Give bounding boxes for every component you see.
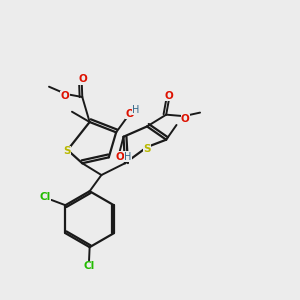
Text: H: H [133,105,140,115]
Text: H: H [124,152,132,162]
Text: S: S [63,146,70,157]
Text: O: O [61,92,70,101]
Text: S: S [143,144,151,154]
Text: O: O [79,74,88,84]
Text: O: O [126,109,135,119]
Text: O: O [181,114,190,124]
Text: Cl: Cl [40,192,51,202]
Text: Cl: Cl [83,261,95,271]
Text: O: O [116,152,124,162]
Text: O: O [164,91,173,100]
